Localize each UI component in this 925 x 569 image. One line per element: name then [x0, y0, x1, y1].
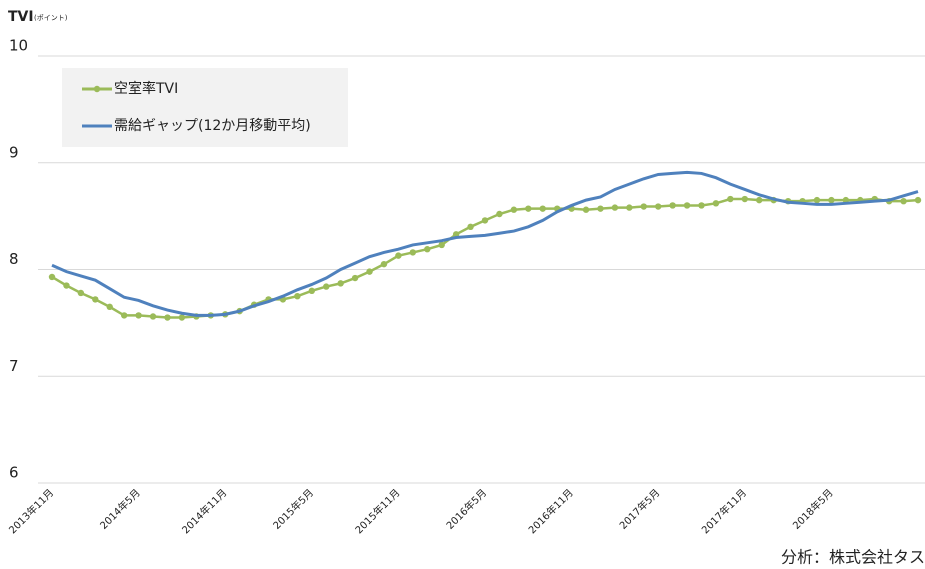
x-tick-label: 2017年5月	[617, 486, 663, 532]
data-point	[683, 202, 691, 209]
data-point	[323, 283, 330, 290]
data-point	[438, 241, 445, 249]
x-tick-label: 2016年11月	[526, 486, 576, 536]
data-point	[828, 196, 835, 204]
data-point	[135, 312, 142, 319]
chart-subtitle: (ポイント)	[34, 14, 68, 22]
data-point	[366, 268, 373, 275]
x-tick-label: 2013年11月	[6, 486, 56, 536]
data-point	[539, 205, 546, 212]
data-point	[106, 303, 113, 311]
data-point	[741, 195, 748, 203]
data-point	[611, 204, 619, 211]
chart-title: TVI	[8, 9, 34, 25]
data-point	[63, 282, 70, 289]
data-point	[640, 203, 647, 210]
data-point	[294, 292, 301, 300]
legend-label: 需給ギャップ(12か月移動平均)	[114, 118, 311, 134]
data-point	[467, 223, 474, 230]
series-line	[51, 197, 919, 319]
data-point	[698, 202, 705, 209]
data-point	[149, 313, 157, 320]
x-tick-label: 2016年5月	[443, 486, 489, 532]
x-tick-label: 2015年5月	[270, 486, 316, 532]
data-point	[395, 252, 402, 259]
x-tick-label: 2014年11月	[179, 486, 229, 536]
data-point	[813, 196, 821, 204]
data-point	[48, 273, 56, 281]
data-point	[380, 260, 388, 268]
y-tick-label: 7	[9, 357, 19, 375]
data-point	[756, 196, 763, 204]
data-point	[351, 274, 359, 282]
data-point	[900, 197, 907, 205]
data-point	[481, 217, 489, 224]
source-note: 分析：株式会社タス	[781, 548, 925, 567]
legend-marker	[93, 85, 101, 93]
data-point	[77, 289, 85, 297]
y-tick-label: 8	[9, 250, 19, 268]
x-tick-label: 2014年5月	[97, 486, 143, 532]
x-tick-label: 2018年5月	[790, 486, 836, 532]
data-point	[496, 210, 503, 218]
data-point	[510, 206, 518, 213]
data-point	[178, 314, 186, 321]
data-point	[712, 200, 720, 207]
x-tick-label: 2015年11月	[352, 486, 402, 536]
series-line	[51, 170, 919, 317]
y-tick-label: 6	[9, 464, 19, 482]
x-tick-label: 2017年11月	[699, 486, 749, 536]
data-point	[409, 249, 417, 256]
y-tick-label: 10	[9, 37, 28, 55]
data-point	[727, 195, 734, 203]
data-point	[92, 296, 99, 303]
data-point	[164, 314, 171, 321]
y-tick-label: 9	[9, 143, 19, 161]
data-point	[525, 205, 532, 212]
legend-label: 空室率TVI	[114, 80, 178, 97]
data-point	[626, 204, 633, 211]
data-point	[582, 206, 590, 213]
legend-box	[62, 68, 348, 147]
data-point	[669, 202, 676, 209]
data-point	[308, 287, 315, 295]
data-point	[597, 205, 604, 212]
data-point	[337, 280, 344, 287]
data-point	[655, 203, 662, 210]
data-point	[424, 246, 431, 253]
data-point	[120, 312, 128, 319]
data-point	[914, 196, 922, 204]
